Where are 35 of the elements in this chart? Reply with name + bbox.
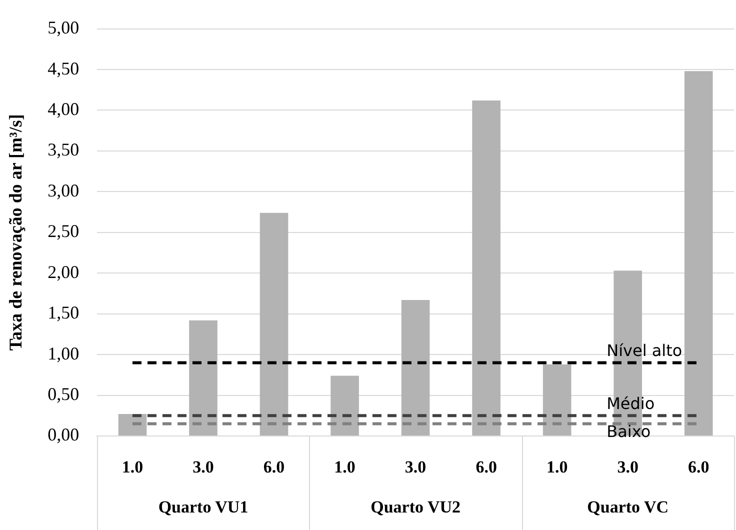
bar xyxy=(118,414,147,436)
y-axis-title: Taxa de renovação do ar [m³/s] xyxy=(5,114,26,351)
y-tick-label: 4,00 xyxy=(48,98,80,119)
y-tick-label: 0,00 xyxy=(48,424,80,445)
y-tick-label: 2,50 xyxy=(48,221,80,242)
y-tick-label: 2,00 xyxy=(48,262,80,282)
x-tick-label: 1.0 xyxy=(334,458,356,477)
bar xyxy=(189,320,218,436)
x-tick-label: 3.0 xyxy=(617,458,638,477)
bar xyxy=(472,100,500,436)
y-tick-label: 3,00 xyxy=(48,180,80,200)
x-tick-label: 1.0 xyxy=(546,458,568,477)
x-tick-label: 6.0 xyxy=(263,458,285,477)
bar xyxy=(542,364,572,436)
y-tick-label: 0,50 xyxy=(48,384,80,404)
y-tick-label: 1,50 xyxy=(48,302,80,323)
ref-line-label: Nível alto xyxy=(606,340,682,360)
bar xyxy=(260,212,288,436)
x-tick-label: 3.0 xyxy=(404,458,426,477)
y-tick-label: 4,50 xyxy=(48,58,80,78)
bar xyxy=(330,376,359,436)
bar xyxy=(684,71,713,436)
ref-line-label: Médio xyxy=(606,394,655,413)
y-tick-label: 3,50 xyxy=(48,140,80,160)
x-tick-label: 3.0 xyxy=(192,458,214,477)
text: Quarto VU2 xyxy=(370,497,460,516)
text: Quarto VU1 xyxy=(158,497,248,516)
x-tick-label: 6.0 xyxy=(476,458,497,477)
y-tick-label: 1,00 xyxy=(48,343,80,364)
ref-line-label: Baixo xyxy=(606,422,651,441)
x-tick-label: 6.0 xyxy=(688,458,710,477)
x-tick-label: 1.0 xyxy=(122,458,144,477)
y-tick-label: 5,00 xyxy=(48,18,80,38)
text: Quarto VC xyxy=(587,497,669,516)
bar xyxy=(401,300,430,436)
